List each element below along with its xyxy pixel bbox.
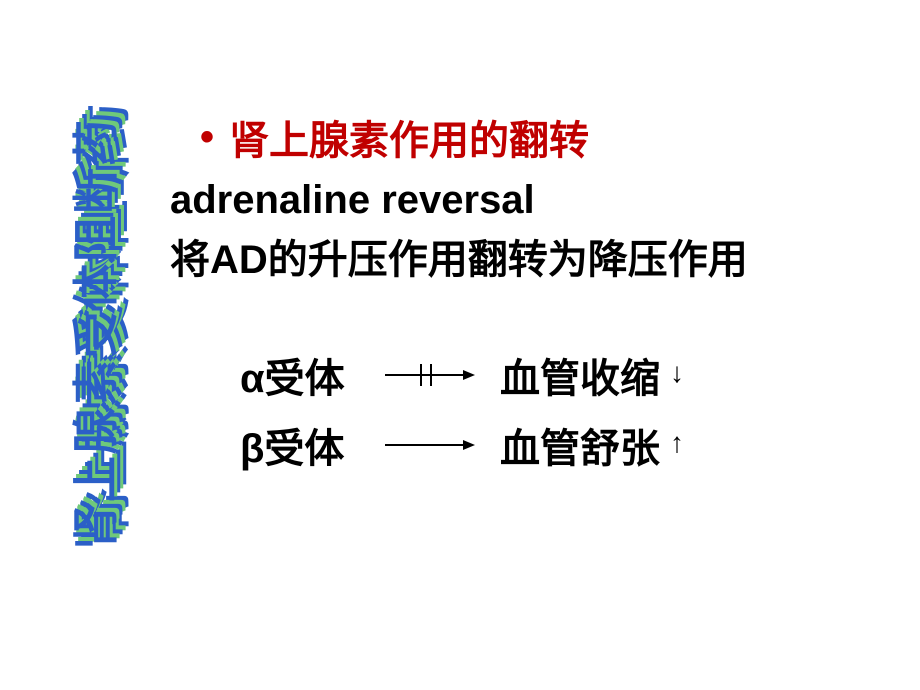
- receptor-label: α受体: [240, 346, 380, 404]
- subtitle-line: adrenaline reversal: [170, 174, 890, 226]
- receptor-label: β受体: [240, 416, 380, 474]
- slide-title: 肾上腺素作用的翻转: [229, 108, 589, 166]
- mechanism-row-alpha: α受体 血管收缩 ↓: [240, 346, 890, 404]
- mechanism-row-beta: β受体 血管舒张 ↑: [240, 416, 890, 474]
- arrow-blocked-icon: [385, 360, 485, 390]
- bullet-icon: •: [200, 115, 214, 160]
- slide-content: • 肾上腺素作用的翻转 adrenaline reversal 将AD的升压作用…: [170, 108, 890, 486]
- down-arrow-icon: ↓: [670, 357, 684, 389]
- title-row: • 肾上腺素作用的翻转: [170, 108, 890, 166]
- effect-label: 血管舒张: [500, 416, 660, 474]
- wordart-layer: 肾上腺素受体阻断药: [60, 118, 126, 550]
- mechanism-block: α受体 血管收缩 ↓ β受体 血管舒张 ↑: [240, 346, 890, 474]
- description-line: 将AD的升压作用翻转为降压作用: [170, 234, 890, 286]
- effect-label: 血管收缩: [500, 346, 660, 404]
- arrow-icon: [385, 430, 485, 460]
- up-arrow-icon: ↑: [670, 427, 684, 459]
